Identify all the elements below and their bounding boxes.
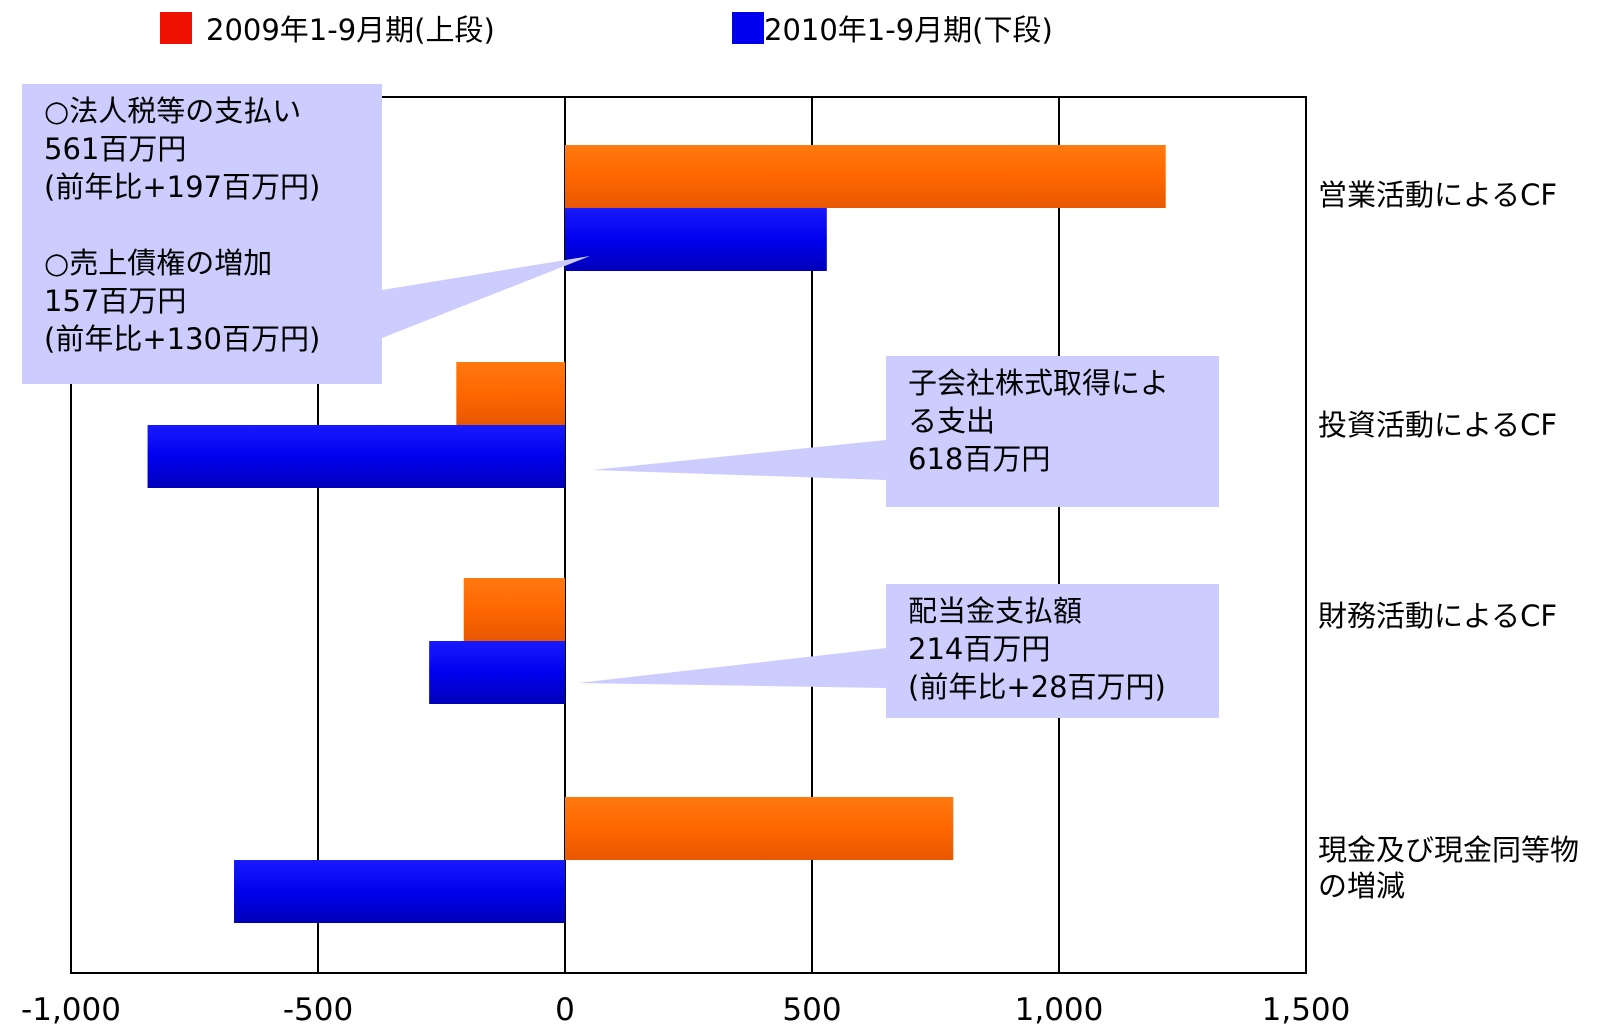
category-label-investing-cf: 投資活動によるCF	[1318, 408, 1558, 442]
bar-2010	[565, 208, 827, 271]
category-label-financing-cf: 財務活動によるCF	[1318, 599, 1558, 633]
callout-pointer	[592, 440, 886, 480]
bar-2010	[429, 641, 565, 704]
bar-2009	[565, 145, 1166, 208]
x-tick-label: 1,000	[1014, 992, 1104, 1028]
x-tick-label: 1,500	[1261, 992, 1351, 1028]
x-tick-label: 0	[555, 992, 575, 1028]
plot-area-frame	[70, 96, 1307, 974]
bar-2009	[456, 362, 565, 425]
callout-dividend-note: 配当金支払額 214百万円 (前年比+28百万円)	[886, 584, 1219, 718]
category-label-cash-change: 現金及び現金同等物 の増減	[1318, 833, 1580, 903]
x-tick-label: 500	[782, 992, 842, 1028]
legend-swatch-2010	[732, 12, 764, 44]
x-tick-label: -500	[282, 992, 354, 1028]
legend-swatch-2009	[160, 12, 192, 44]
callout-pointer	[382, 256, 590, 338]
callout-subsidiary-acquisition-note: 子会社株式取得によ る支出 618百万円	[886, 356, 1219, 507]
legend-item-2010: 2010年1-9月期(下段)	[732, 8, 1053, 48]
bar-2009	[463, 578, 565, 641]
legend-label-2009: 2009年1-9月期(上段)	[206, 13, 495, 47]
legend-label-2010: 2010年1-9月期(下段)	[764, 13, 1053, 47]
x-tick-label: -1,000	[21, 992, 121, 1028]
category-label-operating-cf: 営業活動によるCF	[1318, 178, 1558, 212]
bar-2010	[147, 425, 565, 488]
legend-item-2009: 2009年1-9月期(上段)	[160, 8, 495, 48]
callout-operating-cf-note: ○法人税等の支払い 561百万円 (前年比+197百万円) ○売上債権の増加 1…	[22, 84, 382, 384]
callout-pointer	[578, 648, 886, 688]
bar-2010	[234, 860, 565, 923]
bar-2009	[565, 797, 954, 860]
